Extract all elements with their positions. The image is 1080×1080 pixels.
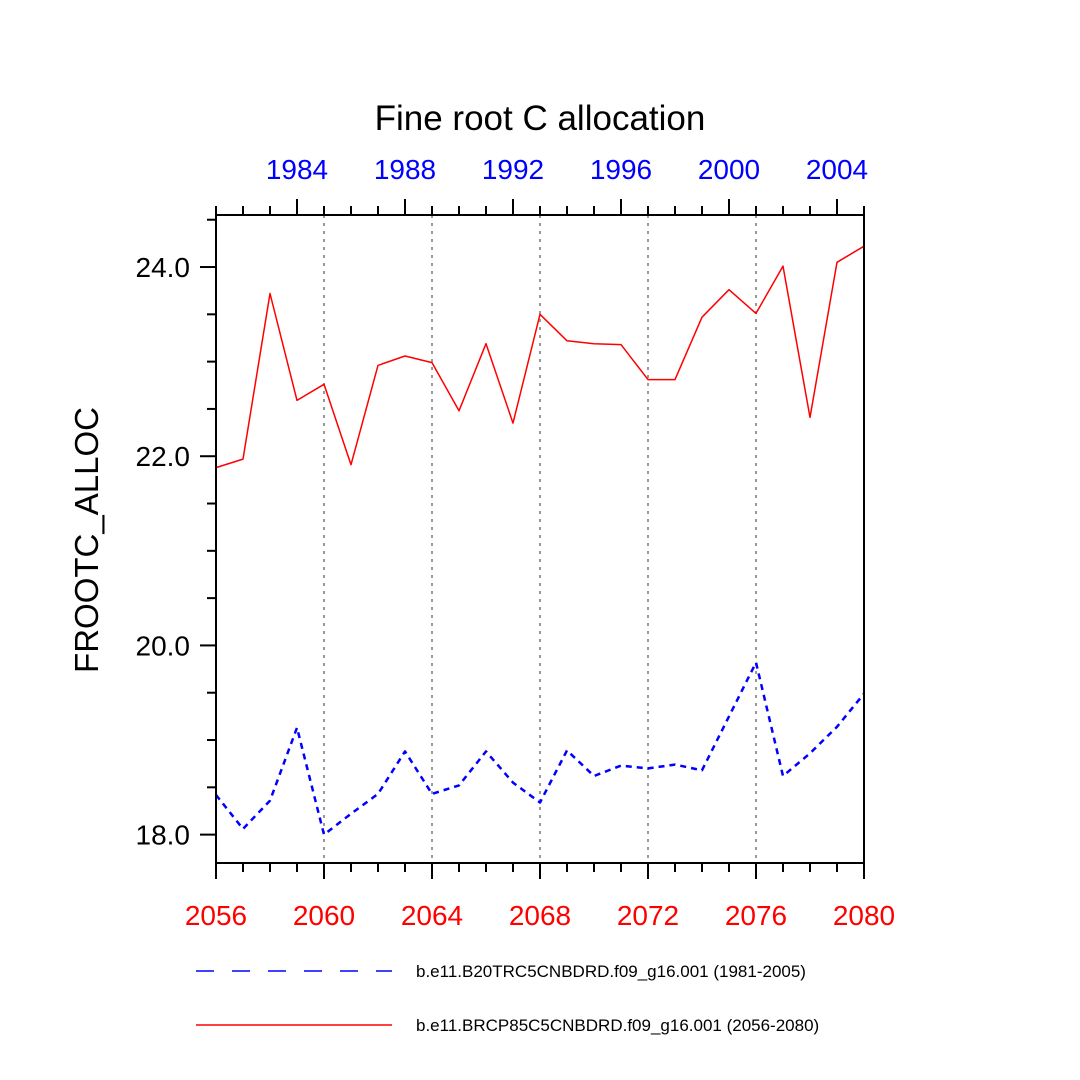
x-bottom-tick-label: 2056	[185, 900, 247, 931]
x-bottom-tick-label: 2064	[401, 900, 463, 931]
x-top-tick-label: 1988	[374, 154, 436, 185]
x-bottom-tick-label: 2076	[725, 900, 787, 931]
y-tick-label: 18.0	[136, 820, 191, 851]
axis-ticks	[200, 199, 865, 879]
series-line-future	[215, 245, 865, 469]
legend-label: b.e11.B20TRC5CNBDRD.f09_g16.001 (1981-20…	[416, 962, 806, 981]
x-top-tick-label: 1984	[266, 154, 328, 185]
series-lines	[215, 245, 865, 836]
x-bottom-tick-label: 2060	[293, 900, 355, 931]
y-tick-label: 24.0	[136, 252, 191, 283]
x-bottom-tick-label: 2068	[509, 900, 571, 931]
grid-lines	[323, 215, 757, 863]
x-bottom-tick-label: 2072	[617, 900, 679, 931]
chart-title: Fine root C allocation	[375, 99, 706, 138]
legend-label: b.e11.BRCP85C5CNBDRD.f09_g16.001 (2056-2…	[416, 1016, 819, 1035]
x-top-tick-label: 2000	[698, 154, 760, 185]
x-bottom-tick-label: 2080	[833, 900, 895, 931]
y-axis-label: FROOTC_ALLOC	[68, 407, 105, 673]
legend: b.e11.B20TRC5CNBDRD.f09_g16.001 (1981-20…	[196, 962, 819, 1035]
y-tick-label: 20.0	[136, 630, 191, 661]
y-tick-label: 22.0	[136, 441, 191, 472]
tick-labels: 2056 2060 2064 2068 2072 2076 2080 1984 1988 1992…	[136, 154, 896, 931]
x-top-tick-label: 1992	[482, 154, 544, 185]
x-top-tick-label: 1996	[590, 154, 652, 185]
series-line-historical	[215, 661, 865, 836]
x-top-tick-label: 2004	[806, 154, 868, 185]
